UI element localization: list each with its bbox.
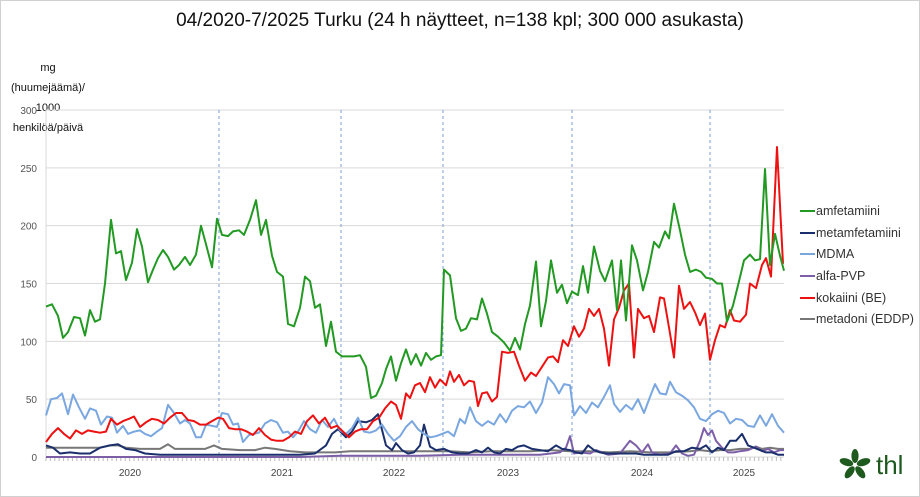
legend-label: kokaiini (BE) [816, 290, 887, 305]
legend-swatch [800, 274, 815, 277]
legend-swatch [800, 318, 815, 321]
x-tick-label: 2021 [271, 468, 294, 479]
legend-item-alfa-pvp: alfa-PVP [800, 265, 914, 287]
legend-item-kokaiini: kokaiini (BE) [800, 287, 914, 309]
legend-item-mdma: MDMA [800, 243, 914, 265]
x-tick-label: 2023 [497, 468, 520, 479]
x-tick-label: 2022 [383, 468, 406, 479]
legend-item-metadoni: metadoni (EDDP) [800, 308, 914, 330]
chart-title: 04/2020-7/2025 Turku (24 h näytteet, n=1… [176, 10, 744, 31]
legend-item-metamfetamiini: metamfetamiini [800, 222, 914, 244]
legend-label: alfa-PVP [816, 268, 866, 283]
logo-text: thl [876, 450, 904, 480]
y-tick-label: 50 [26, 395, 38, 406]
legend-item-amfetamiini: amfetamiini [800, 200, 914, 222]
series-line-alfa-pvp [46, 427, 784, 458]
y-tick-label: 0 [31, 453, 37, 464]
x-tick-label: 2020 [119, 468, 142, 479]
series-line-kokaiini-be- [45, 146, 784, 443]
x-tick-label: 2025 [733, 468, 756, 479]
series-line-metamfetamiini [45, 413, 784, 456]
legend: amfetamiini metamfetamiini MDMA alfa-PVP… [800, 200, 914, 330]
y-tick-label: 100 [20, 337, 37, 348]
y-tick-label: 250 [20, 164, 37, 175]
y-tick-label: 150 [20, 280, 37, 291]
series-line-mdma [45, 376, 785, 443]
leaf-star-icon [839, 449, 871, 479]
legend-swatch [800, 253, 815, 256]
thl-logo: thl [838, 448, 903, 482]
legend-swatch [800, 231, 815, 234]
y-axis-label-line1: mg (huumejäämä)/ [11, 62, 85, 94]
legend-label: amfetamiini [816, 203, 880, 218]
legend-label: MDMA [816, 247, 855, 262]
legend-swatch [800, 209, 815, 212]
y-axis-label: mg (huumejäämä)/ 1000 henkilöä/päivä [8, 58, 88, 138]
x-tick-label: 2024 [631, 468, 654, 479]
legend-label: metadoni (EDDP) [816, 312, 914, 327]
legend-label: metamfetamiini [816, 225, 901, 240]
series-line-amfetamiini [45, 168, 785, 399]
y-tick-label: 200 [20, 222, 37, 233]
y-tick-label: 300 [20, 106, 37, 117]
legend-swatch [800, 296, 815, 299]
y-axis-label-line2: 1000 henkilöä/päivä [12, 102, 84, 134]
